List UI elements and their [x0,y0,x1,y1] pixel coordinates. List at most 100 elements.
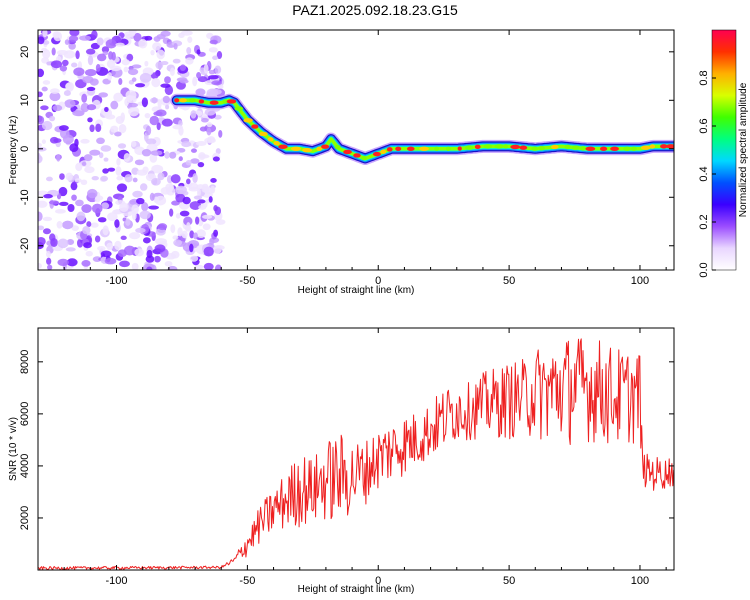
noise-blob [138,39,148,49]
noise-blob [131,64,142,69]
noise-blob [162,95,171,104]
noise-blob [131,204,139,215]
noise-blob [80,102,90,113]
noise-blob [91,203,103,214]
noise-blob [151,178,161,186]
noise-blob [209,88,222,95]
ridge-peak [209,100,219,105]
snr-frame [37,327,675,571]
noise-blob [185,57,194,65]
noise-blob [142,237,151,244]
ridge-peak [585,146,596,151]
noise-blob [144,35,153,41]
colorbar-tick-label: 0.0 [698,262,710,277]
noise-blob [104,106,109,113]
noise-blob [216,51,223,60]
noise-blob [132,190,143,198]
noise-blob [72,110,85,117]
ridge-peak [551,144,559,150]
noise-blob [150,150,163,156]
colorbar-tick-label: 0.4 [698,166,710,181]
spectrogram-ytick-label: -20 [19,238,31,254]
noise-blob [197,161,205,168]
noise-blob [58,125,69,131]
noise-blob [41,139,46,144]
noise-blob [178,156,183,162]
noise-blob [134,248,144,257]
noise-blob [81,161,87,167]
ridge-peak [222,99,229,104]
noise-blob [65,247,76,252]
noise-blob [102,168,109,174]
noise-blob [71,62,78,68]
noise-blob [142,166,149,174]
noise-blob [95,64,101,72]
ridge-peak [316,146,323,152]
noise-blob [178,120,183,127]
noise-blob [181,230,188,239]
noise-blob [192,173,198,184]
noise-blob [153,111,163,116]
noise-blob [50,60,63,69]
noise-blob [86,86,96,91]
noise-blob [208,69,216,75]
noise-blob [56,154,61,162]
noise-blob [38,154,43,164]
noise-blob [136,197,145,205]
noise-blob [189,243,194,253]
noise-blob [74,178,82,183]
noise-blob [146,266,153,270]
noise-blob [87,117,93,123]
noise-blob [186,222,191,231]
noise-blob [172,58,181,64]
ridge-peak [380,149,387,154]
noise-blob [38,142,43,148]
noise-blob [113,209,121,215]
noise-blob [100,175,109,182]
spectrogram-noise [38,30,226,270]
noise-blob [198,204,207,210]
noise-blob [154,244,166,253]
noise-blob [69,143,79,153]
noise-blob [56,220,63,229]
noise-blob [75,50,80,60]
noise-blob [201,117,209,123]
ridge-peak [510,144,521,150]
noise-blob [172,124,183,130]
figure-title: PAZ1.2025.092.18.23.G15 [292,2,458,18]
noise-blob [145,255,155,263]
noise-blob [84,69,97,77]
noise-blob [96,137,105,145]
noise-blob [66,258,78,267]
noise-blob [197,199,206,204]
noise-blob [85,48,96,55]
noise-blob [100,145,112,152]
noise-blob [198,154,210,159]
ridge-peak [600,146,608,151]
spectrogram-ridge [170,93,674,165]
noise-blob [66,238,75,246]
ridge-peak [395,146,402,151]
noise-blob [38,211,43,222]
noise-blob [206,122,213,128]
noise-blob [64,39,70,45]
noise-blob [118,124,127,134]
ridge-peak [361,155,367,161]
ridge-peak [630,146,637,151]
noise-blob [213,229,219,237]
noise-blob [190,148,197,153]
noise-blob [188,186,199,192]
colorbar-tick-label: 0.8 [698,70,710,85]
noise-blob [164,151,170,159]
noise-blob [38,68,45,78]
noise-blob [181,141,192,148]
noise-blob [123,31,136,38]
snr-axes: -100 -50 0 50 100 2000 4000 6000 8000 [19,328,674,587]
noise-blob [73,67,85,76]
ridge-peak [226,99,237,104]
noise-blob [38,91,43,98]
noise-blob [187,36,193,44]
noise-blob [38,36,45,45]
noise-blob [203,246,214,257]
